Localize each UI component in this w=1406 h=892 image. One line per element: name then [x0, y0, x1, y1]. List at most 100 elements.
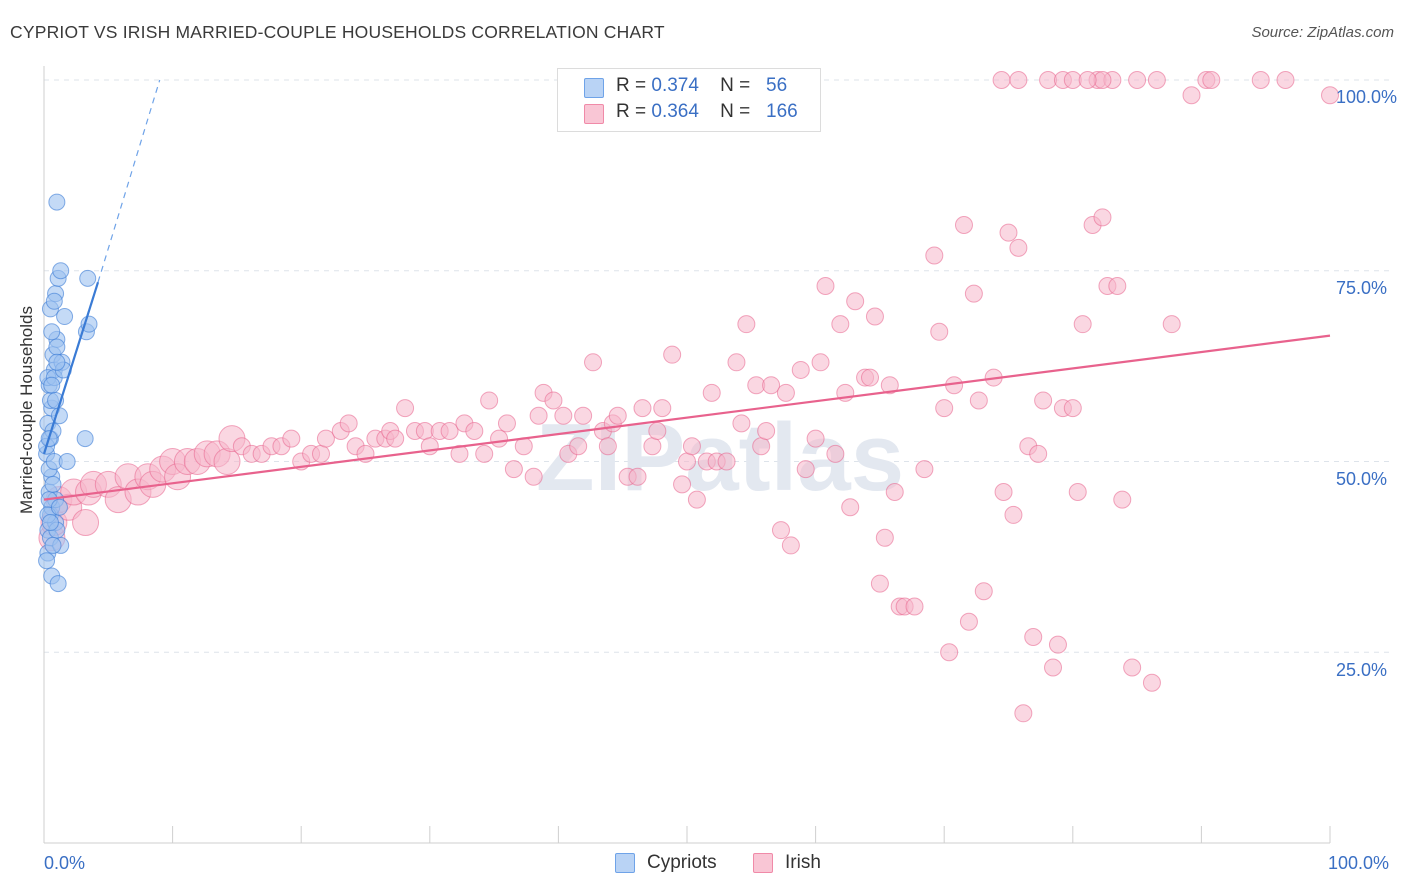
- irish-point: [311, 444, 330, 463]
- irish-point: [994, 483, 1013, 502]
- irish-swatch: [753, 853, 773, 873]
- irish-point: [826, 444, 845, 463]
- irish-point: [1048, 635, 1067, 654]
- irish-point: [1063, 399, 1082, 418]
- irish-point: [846, 292, 865, 311]
- irish-point: [762, 376, 781, 395]
- irish-point: [608, 406, 627, 425]
- irish-point: [915, 460, 934, 479]
- cypriots-trend-extension: [97, 79, 161, 283]
- y-tick-label-75: 75.0%: [1336, 278, 1388, 298]
- cypriot-point: [48, 353, 66, 371]
- n-label: N =: [720, 75, 751, 96]
- irish-point: [648, 421, 667, 440]
- irish-point: [752, 437, 771, 456]
- irish-point: [1078, 71, 1097, 89]
- irish-point: [663, 345, 682, 364]
- irish-point: [1108, 277, 1127, 296]
- irish-point: [653, 399, 672, 418]
- trend-lines: [42, 79, 1331, 501]
- r-value-cypriots: 0.374: [651, 75, 699, 96]
- irish-point: [584, 353, 603, 372]
- r-label: R =: [616, 75, 647, 96]
- irish-point: [687, 490, 706, 509]
- irish-point: [865, 307, 884, 326]
- irish-point: [727, 353, 746, 372]
- irish-point: [781, 536, 800, 555]
- irish-point: [682, 437, 701, 456]
- y-tick-label-25: 25.0%: [1336, 660, 1388, 680]
- irish-point: [529, 406, 548, 425]
- irish-point: [1073, 315, 1092, 334]
- irish-point: [1044, 658, 1063, 677]
- cypriot-point: [48, 193, 66, 211]
- irish-point: [992, 71, 1011, 89]
- grid-lines: [44, 79, 1392, 653]
- n-label: N =: [720, 101, 751, 122]
- chart-title: CYPRIOT VS IRISH MARRIED-COUPLE HOUSEHOL…: [10, 22, 665, 42]
- irish-point: [954, 215, 973, 234]
- cypriot-point: [58, 453, 76, 470]
- irish-point: [497, 414, 516, 433]
- irish-point: [816, 277, 835, 296]
- n-value-irish: 166: [766, 101, 798, 122]
- irish-point: [316, 429, 335, 448]
- irish-point: [554, 406, 573, 425]
- x-tick-label-100: 100.0%: [1328, 853, 1390, 873]
- legend-label-irish: Irish: [785, 852, 821, 873]
- r-label: R =: [616, 101, 647, 122]
- irish-point: [633, 399, 652, 418]
- cypriot-point: [43, 323, 61, 341]
- irish-point: [339, 414, 358, 433]
- irish-point: [475, 444, 494, 463]
- irish-point: [717, 452, 736, 471]
- irish-point: [598, 437, 617, 456]
- irish-point: [1182, 86, 1201, 105]
- irish-point: [504, 460, 523, 479]
- irish-point: [875, 528, 894, 547]
- irish-point: [544, 391, 563, 410]
- irish-point: [524, 467, 543, 486]
- cypriots-swatch: [584, 78, 604, 98]
- irish-point: [974, 582, 993, 601]
- irish-point: [386, 429, 405, 448]
- irish-point: [861, 368, 880, 387]
- irish-point: [1147, 71, 1166, 89]
- irish-point: [940, 643, 959, 662]
- cypriot-point: [44, 475, 62, 493]
- irish-point: [880, 376, 899, 395]
- cypriot-point: [49, 575, 67, 593]
- irish-point: [841, 498, 860, 517]
- irish-point: [811, 353, 830, 372]
- irish-point: [999, 223, 1018, 242]
- irish-point: [72, 509, 100, 537]
- irish-point: [569, 437, 588, 456]
- source-label: Source: ZipAtlas.com: [1251, 24, 1394, 41]
- irish-point: [1014, 704, 1033, 723]
- irish-point: [1009, 71, 1028, 89]
- cypriot-point: [76, 430, 94, 448]
- irish-point: [673, 475, 692, 494]
- cypriot-point: [41, 514, 59, 532]
- r-value-irish: 0.364: [651, 101, 699, 122]
- irish-point: [1123, 658, 1142, 677]
- cypriots-swatch: [615, 853, 635, 873]
- cypriot-point: [44, 536, 62, 554]
- irish-point: [959, 612, 978, 631]
- irish-point: [732, 414, 751, 433]
- irish-point: [969, 391, 988, 410]
- irish-point: [1068, 483, 1087, 502]
- cypriot-point: [56, 308, 74, 326]
- cypriot-points: [38, 193, 98, 593]
- irish-point: [776, 383, 795, 402]
- y-tick-label-50: 50.0%: [1336, 469, 1388, 489]
- irish-point: [1113, 490, 1132, 509]
- cypriot-point: [79, 269, 97, 287]
- irish-trend-line: [43, 334, 1331, 501]
- cypriot-point: [52, 262, 70, 280]
- cypriots-trend-line: [42, 281, 100, 455]
- irish-swatch: [584, 104, 604, 124]
- irish-point: [643, 437, 662, 456]
- irish-point: [480, 391, 499, 410]
